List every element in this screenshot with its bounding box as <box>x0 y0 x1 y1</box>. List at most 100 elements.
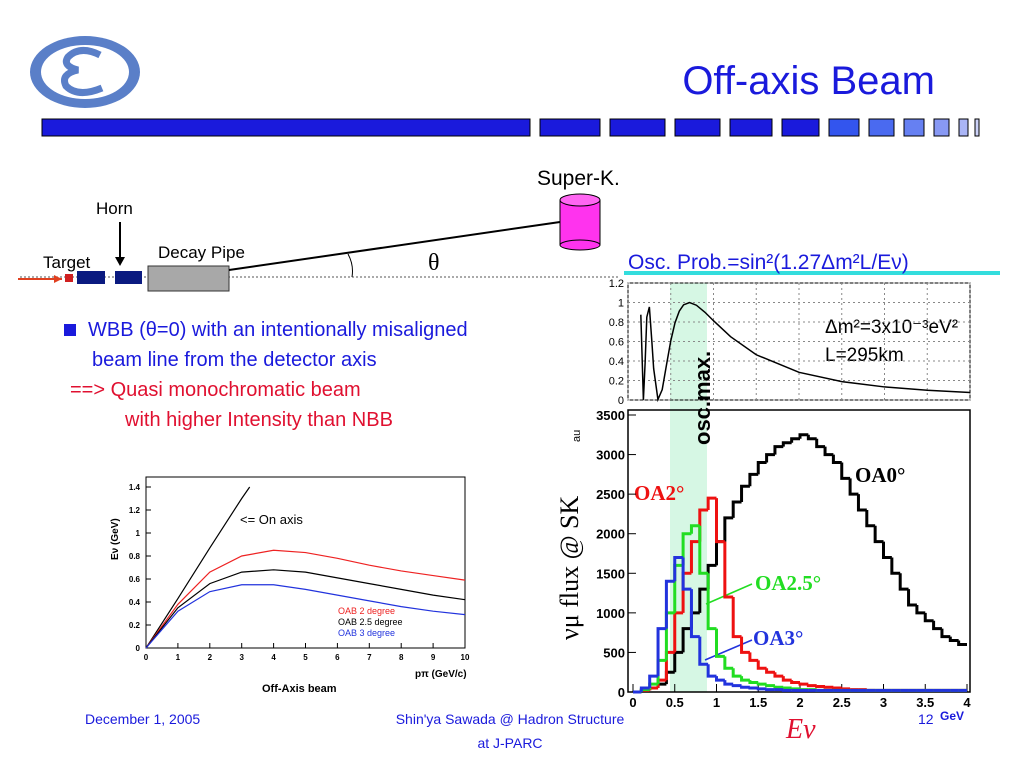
histogram-bin <box>831 686 842 690</box>
histogram-bin <box>765 453 775 463</box>
y-tick-label: 1.2 <box>129 506 141 515</box>
histogram-bin <box>765 688 775 692</box>
x-tick-label: 5 <box>303 653 308 662</box>
histogram-bin <box>790 687 800 691</box>
histogram-bin <box>731 668 742 678</box>
histogram-bin <box>681 532 692 566</box>
histogram-bin <box>639 686 650 692</box>
histogram-bin <box>831 454 842 464</box>
histogram-bin <box>689 540 700 574</box>
y-tick-label: 2500 <box>596 487 625 502</box>
histogram-bin <box>740 484 750 503</box>
histogram-bin <box>806 684 817 688</box>
decay-pipe-label: Decay Pipe <box>158 243 245 262</box>
osc-prob-title: Osc. Prob.=sin²(1.27Δm²L/Eν) <box>628 251 909 274</box>
page-number: 12 <box>918 711 934 727</box>
histogram-bin <box>756 687 767 691</box>
histogram-bin <box>723 680 734 686</box>
y-tick-label: 3500 <box>596 408 625 423</box>
flux-y-unit: au <box>571 430 583 442</box>
histogram-bin <box>756 682 767 686</box>
histogram-bin <box>689 524 700 534</box>
histogram-bin <box>781 676 792 682</box>
histogram-bin <box>840 687 851 691</box>
histogram-bin <box>823 446 834 457</box>
histogram-bin <box>781 688 792 692</box>
x-tick-label: 8 <box>399 653 404 662</box>
y-tick-label: 0 <box>136 644 141 653</box>
y-tick-label: 2000 <box>596 527 625 542</box>
y-tick-label: 1 <box>618 298 624 310</box>
energy-x-label: pπ (GeV/c) <box>415 669 467 680</box>
y-tick-label: 0.8 <box>609 317 624 329</box>
x-tick-label: 10 <box>461 653 470 662</box>
histogram-bin <box>773 672 784 678</box>
x-tick-label: 9 <box>431 653 436 662</box>
histogram-bin <box>790 437 800 443</box>
y-tick-label: 0.6 <box>129 575 141 584</box>
horn-label: Horn <box>96 199 133 218</box>
histogram-bin <box>790 680 800 685</box>
histogram-bin <box>898 573 909 591</box>
histogram-bin <box>907 589 917 607</box>
histogram-bin <box>923 612 934 623</box>
x-tick-label: 2 <box>796 695 803 710</box>
histogram-bin <box>823 685 834 689</box>
bullet-text: WBB (θ=0) with an intentionally misalign… <box>88 319 468 341</box>
histogram-bin <box>698 636 709 666</box>
x-tick-label: 3 <box>239 653 244 662</box>
histogram-bin <box>698 525 709 575</box>
x-tick-label: 2 <box>208 653 213 662</box>
histogram-bin <box>765 684 775 688</box>
y-tick-label: 0.2 <box>129 621 141 630</box>
histogram-bin <box>673 555 684 582</box>
energy-y-label: Eν (GeV) <box>110 518 121 560</box>
target-label: Target <box>43 253 91 272</box>
x-tick-label: 6 <box>335 653 340 662</box>
x-tick-label: 4 <box>963 695 971 710</box>
histogram-bin <box>940 628 951 639</box>
y-tick-label: 1000 <box>596 606 625 621</box>
energy-title: Off-Axis beam <box>262 683 337 695</box>
x-tick-label: 7 <box>367 653 372 662</box>
histogram-bin <box>715 498 725 544</box>
series-label: OA0° <box>855 463 905 487</box>
x-tick-label: 1 <box>176 653 181 662</box>
slide-title: Off-axis Beam <box>682 59 935 103</box>
histogram-bin <box>840 462 851 480</box>
histogram-bin <box>748 680 759 685</box>
histogram-bin <box>656 627 667 677</box>
on-axis-line <box>145 486 251 649</box>
osc-max-label: osc.max. <box>690 351 715 445</box>
histogram-bin <box>706 664 717 678</box>
param-label: L=295km <box>825 345 904 366</box>
detector-label: Super-K. <box>537 167 620 190</box>
series-label: OA3° <box>753 626 803 650</box>
y-tick-label: 0 <box>618 685 625 700</box>
histogram-bin <box>915 604 926 615</box>
histogram-bin <box>731 597 742 639</box>
energy-line <box>145 569 466 649</box>
histogram-bin <box>948 636 959 643</box>
x-tick-label: 3 <box>880 695 887 710</box>
on-axis-label: <= On axis <box>240 512 303 527</box>
histogram-bin <box>781 441 792 447</box>
histogram-bin <box>689 589 700 639</box>
histogram-bin <box>932 620 942 631</box>
histogram-bin <box>715 676 725 682</box>
histogram-bin <box>798 433 809 439</box>
histogram-bin <box>781 686 792 690</box>
flux-x-unit: GeV <box>940 709 964 723</box>
label-leader <box>705 583 753 605</box>
histogram-bin <box>890 557 901 575</box>
histogram-bin <box>773 445 784 455</box>
histogram-bin <box>765 668 775 674</box>
y-tick-label: 0.4 <box>609 356 624 368</box>
energy-line <box>145 584 466 649</box>
y-tick-label: 0.6 <box>609 337 624 349</box>
y-tick-label: 1500 <box>596 566 625 581</box>
histogram-bin <box>748 686 759 690</box>
bullet-text: beam line from the detector axis <box>92 349 377 371</box>
histogram-bin <box>648 674 659 689</box>
